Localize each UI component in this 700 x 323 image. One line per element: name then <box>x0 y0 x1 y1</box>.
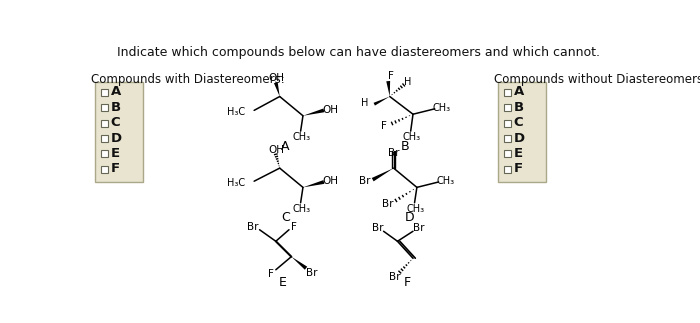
Bar <box>101 89 108 96</box>
Text: Br: Br <box>306 268 317 278</box>
Text: Br: Br <box>382 199 393 209</box>
Bar <box>101 151 108 157</box>
Bar <box>504 120 511 127</box>
Bar <box>504 89 511 96</box>
Text: A: A <box>281 140 289 153</box>
Text: B: B <box>111 101 121 114</box>
Bar <box>504 151 511 157</box>
Text: Compounds with Diastereomers:: Compounds with Diastereomers: <box>92 73 285 86</box>
Text: A: A <box>514 85 524 99</box>
Text: Compounds without Diastereomers:: Compounds without Diastereomers: <box>494 73 700 86</box>
Text: H₃C: H₃C <box>228 107 246 117</box>
Polygon shape <box>303 109 324 116</box>
Text: E: E <box>279 276 287 288</box>
Text: H: H <box>404 77 412 87</box>
Text: CH₃: CH₃ <box>293 132 311 142</box>
Text: A: A <box>111 85 121 99</box>
Text: F: F <box>111 162 120 175</box>
Text: CH₃: CH₃ <box>406 204 424 214</box>
Text: F: F <box>404 276 411 288</box>
Text: F: F <box>514 162 523 175</box>
Text: C: C <box>514 116 524 129</box>
Text: Br: Br <box>359 176 371 186</box>
Text: OH: OH <box>322 105 338 115</box>
Text: B: B <box>514 101 524 114</box>
Text: H₃C: H₃C <box>228 178 246 188</box>
Text: E: E <box>111 147 120 160</box>
Polygon shape <box>374 97 390 106</box>
Bar <box>101 120 108 127</box>
Text: OH: OH <box>322 176 338 186</box>
Text: B: B <box>401 140 410 153</box>
Text: F: F <box>388 71 393 81</box>
Text: F: F <box>290 222 297 232</box>
Text: Br: Br <box>413 223 424 233</box>
Text: CH₃: CH₃ <box>437 176 454 186</box>
Text: Br: Br <box>389 272 400 282</box>
Bar <box>504 104 511 111</box>
Bar <box>95 82 144 182</box>
Bar <box>101 166 108 173</box>
Text: F: F <box>381 121 386 131</box>
Polygon shape <box>274 82 280 97</box>
Bar <box>101 104 108 111</box>
Text: D: D <box>405 211 414 224</box>
Bar <box>504 135 511 142</box>
Text: Br: Br <box>372 223 384 233</box>
Polygon shape <box>372 168 393 181</box>
Text: OH: OH <box>269 73 285 83</box>
Text: E: E <box>514 147 523 160</box>
Text: Br: Br <box>388 148 400 158</box>
Text: C: C <box>281 211 290 224</box>
Bar <box>498 82 546 182</box>
Text: OH: OH <box>269 145 285 155</box>
Text: C: C <box>111 116 120 129</box>
Text: Indicate which compounds below can have diastereomers and which cannot.: Indicate which compounds below can have … <box>118 47 601 59</box>
Text: D: D <box>111 131 122 145</box>
Polygon shape <box>386 81 390 97</box>
Text: F: F <box>268 269 274 279</box>
Text: H: H <box>361 98 369 108</box>
Bar <box>101 135 108 142</box>
Text: CH₃: CH₃ <box>402 132 421 142</box>
Polygon shape <box>303 180 324 187</box>
Text: CH₃: CH₃ <box>433 103 451 113</box>
Text: Br: Br <box>247 222 258 232</box>
Text: CH₃: CH₃ <box>293 204 311 214</box>
Bar <box>504 166 511 173</box>
Text: D: D <box>514 131 525 145</box>
Polygon shape <box>291 257 307 270</box>
